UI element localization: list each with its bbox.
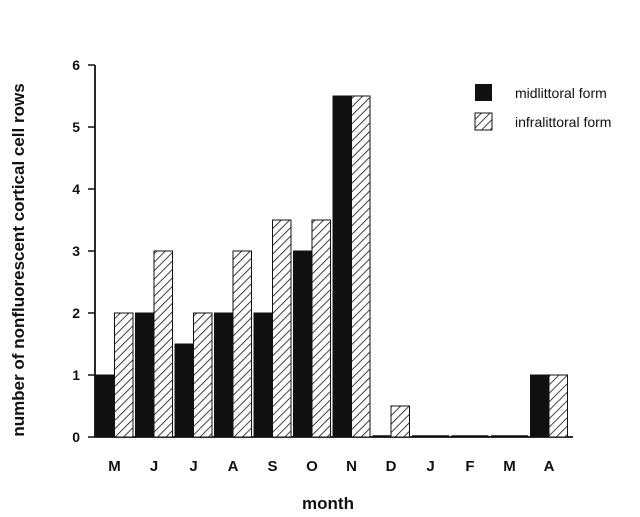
bar-infralittoral (548, 374, 568, 438)
y-tick-label: 1 (72, 367, 80, 383)
bars (95, 95, 568, 438)
bar-infralittoral (390, 405, 410, 438)
x-tick-label: F (465, 458, 474, 475)
bar-midlittoral (293, 250, 313, 438)
bar-midlittoral (95, 374, 115, 438)
bar-infralittoral (351, 95, 371, 438)
x-tick-label: J (426, 458, 434, 475)
x-tick-label: J (189, 458, 197, 475)
x-tick-label: A (544, 458, 555, 475)
bar-midlittoral (253, 312, 273, 438)
bar-infralittoral (272, 219, 292, 438)
bar-midlittoral (135, 312, 155, 438)
y-tick-label: 3 (72, 243, 80, 259)
legend: midlittoral form infralittoral form (474, 84, 611, 131)
y-tick-label: 5 (72, 119, 80, 135)
bar-midlittoral (530, 374, 550, 438)
x-tick-label: A (228, 458, 239, 475)
legend-swatch-infralittoral (474, 112, 493, 131)
y-tick-label: 2 (72, 305, 80, 321)
bar-infralittoral (232, 250, 252, 438)
legend-swatch-midlittoral (475, 84, 492, 101)
bar-infralittoral (114, 312, 134, 438)
x-tick-label: S (267, 458, 277, 475)
x-tick-label: M (108, 458, 121, 475)
legend-label-infralittoral: infralittoral form (515, 114, 611, 130)
bar-infralittoral (153, 250, 173, 438)
x-tick-label: D (386, 458, 397, 475)
x-tick-label: J (150, 458, 158, 475)
x-tick-label: M (503, 458, 516, 475)
y-tick-label: 0 (72, 429, 80, 445)
bar-midlittoral (174, 343, 194, 438)
bar-infralittoral (311, 219, 331, 438)
legend-label-midlittoral: midlittoral form (515, 85, 607, 101)
x-axis-title: month (302, 494, 354, 513)
y-tick-label: 6 (72, 57, 80, 73)
x-tick-label: N (346, 458, 357, 475)
x-tick-label: O (306, 458, 318, 475)
bar-infralittoral (193, 312, 213, 438)
y-tick-label: 4 (72, 181, 80, 197)
y-axis-title: number of nonfluorescent cortical cell r… (9, 83, 28, 436)
y-ticks: 0 1 2 3 4 5 6 (72, 57, 95, 445)
bar-midlittoral (332, 95, 352, 438)
bar-midlittoral (214, 312, 234, 438)
